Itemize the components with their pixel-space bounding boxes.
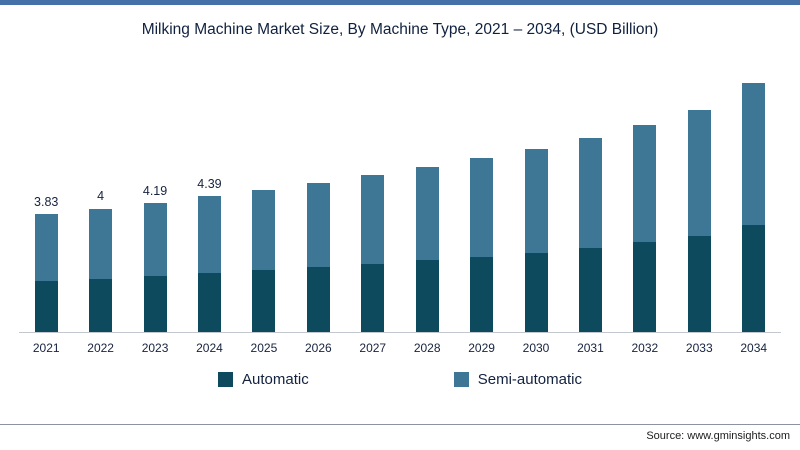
bar-2034	[742, 83, 766, 332]
x-axis-label-2033: 2033	[685, 341, 713, 355]
segment-semi-automatic-2029	[470, 158, 494, 257]
segment-automatic-2030	[524, 252, 548, 332]
segment-semi-automatic-2021	[34, 213, 58, 281]
chart-title: Milking Machine Market Size, By Machine …	[141, 21, 659, 38]
segment-automatic-2034	[742, 224, 766, 332]
bar-2022	[89, 208, 113, 332]
segment-automatic-2028	[415, 260, 439, 332]
bar-column-2022: 4	[73, 55, 127, 332]
x-axis-label-2026: 2026	[304, 341, 332, 355]
bar-2031	[578, 138, 602, 332]
bar-column-2033	[672, 55, 726, 332]
segment-automatic-2027	[361, 263, 385, 332]
bar-2030	[524, 148, 548, 332]
bar-column-2030	[509, 55, 563, 332]
bar-value-label-2021: 3.83	[34, 194, 59, 209]
segment-automatic-2029	[470, 256, 494, 332]
x-axis-label-2032: 2032	[631, 341, 659, 355]
segment-semi-automatic-2033	[687, 110, 711, 237]
footer: Source: www.gminsights.com	[0, 424, 800, 442]
x-axis-label-2022: 2022	[87, 341, 114, 355]
legend-label-semi-automatic: Semi-automatic	[477, 371, 582, 388]
bar-value-label-2023: 4.19	[142, 183, 168, 198]
plot-area: 3.83 4 4.19 4.39	[19, 55, 781, 333]
segment-automatic-2031	[578, 248, 602, 332]
segment-semi-automatic-2031	[578, 138, 602, 248]
segment-automatic-2023	[143, 276, 167, 332]
segment-semi-automatic-2024	[197, 196, 221, 274]
x-axis-label-2021: 2021	[32, 341, 60, 355]
x-axis-label-2024: 2024	[196, 341, 223, 355]
bar-2028	[415, 166, 439, 332]
segment-semi-automatic-2034	[742, 83, 766, 225]
bar-value-label-2024: 4.39	[197, 177, 222, 192]
bar-column-2024: 4.39	[182, 55, 236, 332]
segment-semi-automatic-2027	[361, 174, 385, 264]
segment-semi-automatic-2026	[306, 182, 330, 268]
segment-automatic-2025	[252, 270, 276, 332]
bar-column-2034	[726, 55, 780, 332]
segment-automatic-2033	[687, 236, 711, 332]
segment-semi-automatic-2022	[89, 208, 113, 279]
bar-column-2028	[400, 55, 454, 332]
x-axis-label-2023: 2023	[141, 341, 169, 355]
bar-column-2023: 4.19	[128, 55, 182, 332]
legend-item-automatic: Automatic	[218, 371, 309, 388]
bar-column-2031	[563, 55, 617, 332]
segment-automatic-2024	[197, 273, 221, 332]
segment-semi-automatic-2028	[415, 166, 439, 261]
bar-column-2032	[618, 55, 672, 332]
x-axis-label-2027: 2027	[359, 341, 387, 355]
bar-2029	[470, 158, 494, 332]
legend-swatch-semi-automatic	[453, 372, 469, 387]
legend-swatch-automatic	[218, 372, 234, 387]
x-axis-label-2025: 2025	[250, 341, 278, 355]
segment-automatic-2021	[34, 281, 58, 332]
bar-column-2021: 3.83	[19, 55, 73, 332]
segment-semi-automatic-2032	[633, 125, 657, 243]
bar-column-2025	[237, 55, 291, 332]
bar-value-label-2022: 4	[97, 189, 105, 204]
x-axis-label-2034: 2034	[740, 341, 768, 355]
legend: Automatic Semi-automatic	[19, 371, 781, 388]
segment-semi-automatic-2023	[143, 202, 167, 277]
chart: 3.83 4 4.19 4.39 2021 2022 2023 2024 2025 2026 20…	[19, 55, 781, 388]
x-axis-label-2028: 2028	[413, 341, 441, 355]
segment-automatic-2032	[633, 242, 657, 332]
segment-semi-automatic-2030	[524, 148, 548, 253]
segment-automatic-2022	[89, 278, 113, 332]
source-text: Source: www.gminsights.com	[646, 430, 790, 442]
bar-2024	[197, 196, 221, 332]
bar-2021	[34, 213, 58, 332]
legend-item-semi-automatic: Semi-automatic	[453, 371, 582, 388]
bar-column-2026	[291, 55, 345, 332]
x-axis-label-2030: 2030	[522, 341, 550, 355]
bar-2026	[306, 182, 330, 332]
x-axis-label-2029: 2029	[468, 341, 495, 355]
bar-2025	[252, 189, 276, 332]
segment-automatic-2026	[306, 267, 330, 332]
bar-2023	[143, 202, 167, 332]
bar-2033	[687, 110, 711, 332]
segment-semi-automatic-2025	[252, 189, 276, 271]
bar-2027	[361, 174, 385, 332]
x-axis-label-2031: 2031	[577, 341, 604, 355]
bar-2032	[633, 125, 657, 332]
bar-column-2027	[346, 55, 400, 332]
bar-column-2029	[454, 55, 508, 332]
legend-label-automatic: Automatic	[242, 371, 309, 388]
x-axis: 2021 2022 2023 2024 2025 2026 2027 2028 2029 2030…	[19, 341, 781, 355]
top-accent-bar	[0, 0, 800, 5]
